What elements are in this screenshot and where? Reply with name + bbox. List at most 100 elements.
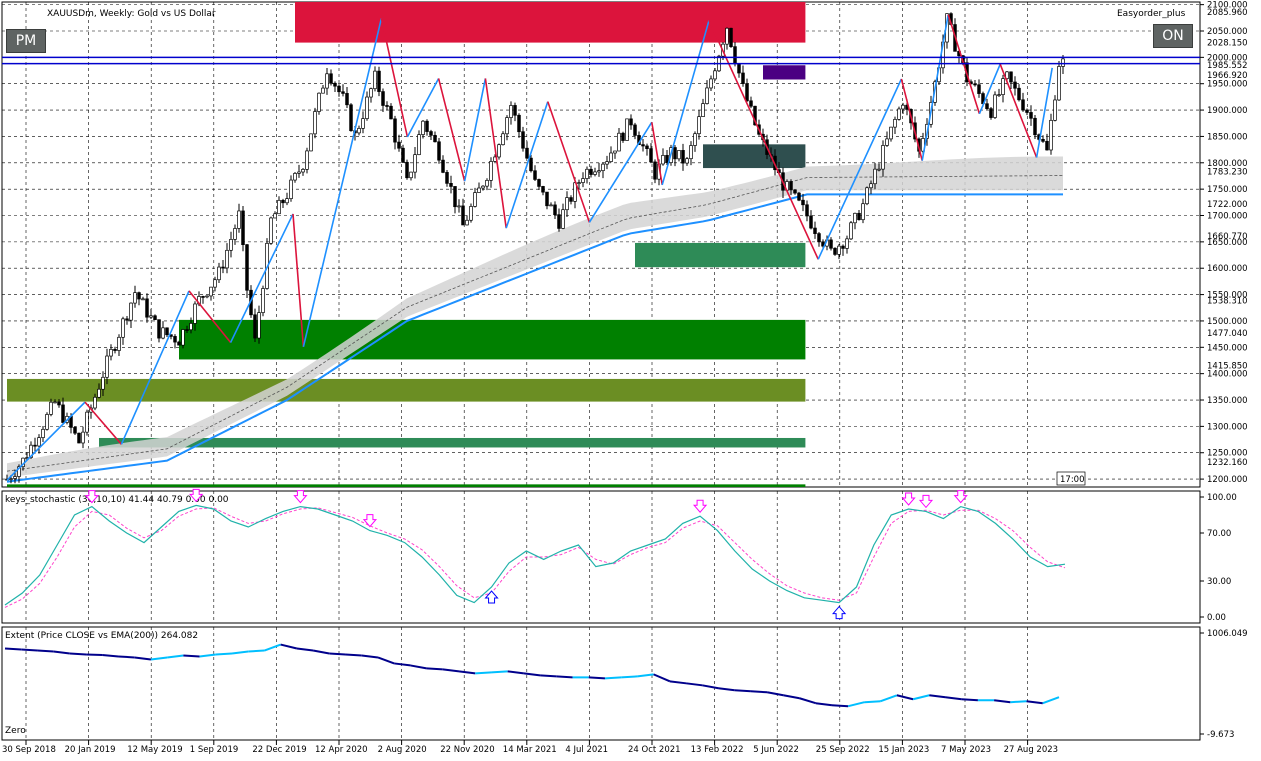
candle-body (517, 114, 521, 133)
candle-body (413, 154, 417, 173)
extent-segment (134, 656, 152, 661)
extent-segment (150, 656, 168, 661)
zigzag-segment (900, 78, 923, 161)
candle-body (565, 197, 569, 211)
candle-body (457, 205, 461, 208)
candle-body (165, 327, 169, 336)
candle-body (873, 168, 877, 185)
candle-body (357, 128, 361, 134)
candle-body (545, 191, 549, 207)
candle-body (789, 181, 793, 191)
candle-body (809, 215, 813, 229)
extent-segment (215, 652, 233, 656)
candle-body (41, 428, 45, 438)
sell-arrow-icon (362, 514, 378, 528)
price-axis-label: 1300.000 (1207, 422, 1248, 432)
price-level-label: 1966.920 (1207, 71, 1248, 81)
candle-body (9, 478, 13, 480)
candle-body (893, 119, 897, 128)
candle-body (397, 141, 401, 149)
candle-body (349, 104, 353, 132)
extent-segment (702, 684, 719, 690)
candle-body (425, 120, 429, 132)
on-button[interactable]: ON (1153, 24, 1193, 48)
extent-segment (21, 648, 38, 652)
price-axis-label: 1250.000 (1207, 449, 1248, 459)
price-axis-label: 1850.000 (1207, 132, 1248, 142)
zigzag-segment (380, 18, 409, 138)
supply-demand-zone (635, 242, 806, 268)
supply-demand-zone (179, 319, 806, 360)
stochastic-axis-label: 100.00 (1207, 493, 1237, 503)
candle-body (613, 150, 617, 154)
candle-body (277, 199, 281, 215)
candle-body (521, 131, 525, 149)
price-level-label: 1232.160 (1207, 458, 1248, 468)
extent-segment (766, 691, 784, 697)
candle-body (673, 147, 677, 160)
extent-segment (53, 650, 70, 655)
candle-body (589, 168, 593, 175)
candle-body (73, 427, 77, 434)
extent-segment (264, 643, 282, 652)
zigzag-segment (484, 78, 507, 229)
candle-body (305, 150, 309, 170)
candle-body (833, 247, 837, 255)
sell-arrow-icon (189, 488, 204, 503)
price-axis-label: 2100.000 (1207, 1, 1248, 11)
candle-body (709, 78, 713, 89)
price-level-label: 1783.230 (1207, 168, 1248, 178)
candle-body (401, 147, 405, 163)
candle-body (853, 212, 857, 224)
candle-body (817, 233, 821, 243)
candle-body (481, 185, 485, 189)
candle-body (797, 192, 801, 201)
candle-body (649, 148, 653, 163)
extent-segment (345, 653, 362, 657)
candle-body (841, 245, 845, 249)
sell-arrow-icon (692, 499, 708, 513)
extent-segment (118, 655, 135, 659)
candle-body (181, 329, 185, 346)
extent-segment (864, 700, 881, 704)
price-axis-label: 1700.000 (1207, 212, 1248, 222)
candle-body (193, 303, 197, 324)
candle-body (341, 91, 345, 94)
x-axis-label: 12 Apr 2020 (315, 745, 368, 755)
candle-body (429, 131, 433, 136)
candle-body (677, 150, 681, 160)
price-level-label: 1538.310 (1207, 297, 1248, 307)
candle-body (97, 388, 101, 398)
supply-demand-zone (703, 144, 806, 169)
candle-body (373, 70, 377, 90)
extent-segment (280, 643, 298, 650)
candle-body (805, 204, 809, 217)
candle-body (561, 209, 565, 229)
candle-body (161, 327, 165, 339)
candle-body (281, 199, 285, 204)
candle-body (49, 401, 53, 415)
extent-segment (523, 672, 541, 677)
candle-body (537, 179, 541, 187)
extent-segment (783, 694, 800, 700)
candle-body (645, 145, 649, 150)
extent-segment (167, 654, 184, 659)
price-axis-label: 2050.000 (1207, 27, 1248, 37)
candle-body (653, 161, 657, 180)
buy-arrow-icon (484, 590, 499, 604)
extent-segment (847, 701, 865, 708)
candle-body (741, 72, 745, 84)
candle-body (581, 178, 585, 183)
x-axis-label: 2 Aug 2020 (378, 745, 427, 755)
candle-body (705, 87, 709, 104)
zigzag-segment (708, 20, 819, 260)
x-axis-label: 14 Mar 2021 (503, 745, 557, 755)
candle-body (177, 341, 181, 346)
candle-body (405, 161, 409, 179)
ema200-line (6, 193, 1063, 483)
candle-body (585, 168, 589, 179)
pm-button[interactable]: PM (6, 29, 46, 53)
extent-segment (329, 652, 346, 656)
candle-body (369, 88, 373, 98)
